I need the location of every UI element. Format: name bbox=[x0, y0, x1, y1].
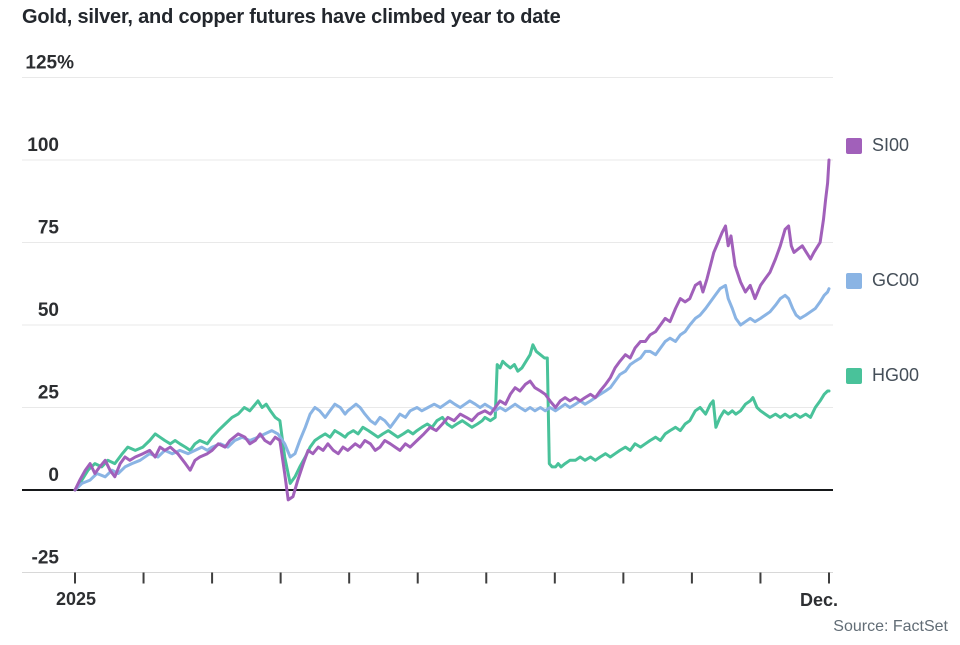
x-axis-label-start: 2025 bbox=[56, 589, 97, 609]
legend-item-hg00: HG00 bbox=[846, 365, 919, 386]
series-line-gc00 bbox=[73, 283, 831, 492]
legend-label-si00: SI00 bbox=[872, 135, 910, 155]
source-attribution: Source: FactSet bbox=[833, 618, 948, 635]
x-axis-label-end: Dec. bbox=[799, 590, 838, 610]
chart-title: Gold, silver, and copper futures have cl… bbox=[22, 6, 561, 28]
gc00-swatch-icon bbox=[846, 272, 862, 289]
legend-item-gc00: GC00 bbox=[846, 270, 919, 291]
y-axis-label: 75 bbox=[38, 218, 60, 239]
series-line-hg00 bbox=[73, 343, 831, 492]
si00-swatch-icon bbox=[846, 137, 862, 154]
y-axis-label: 100 bbox=[27, 135, 59, 156]
y-axis-label: 0 bbox=[48, 465, 59, 486]
y-axis-label: 25 bbox=[38, 383, 60, 404]
y-axis-label: -25 bbox=[32, 548, 60, 569]
series-line-si00 bbox=[73, 158, 831, 502]
hg00-swatch-icon bbox=[846, 367, 862, 384]
legend-item-si00: SI00 bbox=[846, 135, 909, 156]
legend-label-gc00: GC00 bbox=[872, 270, 920, 290]
legend-label-hg00: HG00 bbox=[872, 365, 920, 385]
y-axis-label: 125% bbox=[25, 53, 74, 74]
y-axis-label: 50 bbox=[38, 300, 59, 321]
